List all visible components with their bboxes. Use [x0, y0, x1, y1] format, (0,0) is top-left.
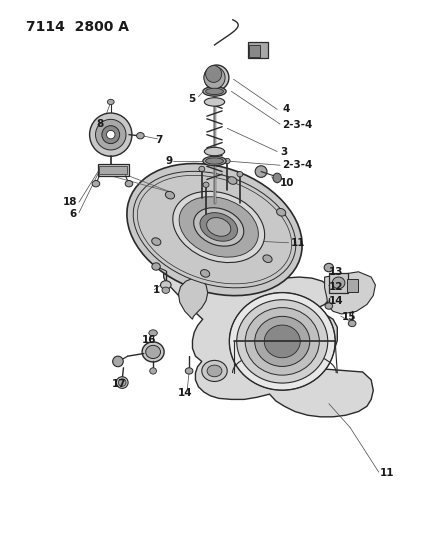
Text: 8: 8 [97, 119, 104, 129]
Ellipse shape [204, 98, 225, 106]
Ellipse shape [102, 126, 120, 143]
Ellipse shape [324, 263, 333, 272]
Text: 6: 6 [69, 209, 77, 219]
Ellipse shape [264, 325, 300, 358]
Ellipse shape [203, 156, 226, 166]
Ellipse shape [332, 277, 345, 289]
Ellipse shape [142, 342, 164, 362]
Text: 16: 16 [142, 335, 156, 345]
Polygon shape [178, 278, 208, 319]
Ellipse shape [277, 208, 286, 216]
Ellipse shape [165, 191, 175, 199]
Ellipse shape [96, 119, 126, 150]
Text: 9: 9 [165, 156, 172, 166]
Ellipse shape [207, 365, 222, 377]
Ellipse shape [173, 191, 265, 263]
Ellipse shape [200, 213, 238, 241]
Text: 14: 14 [178, 388, 192, 398]
Bar [98, 164, 129, 176]
Ellipse shape [203, 182, 209, 188]
Polygon shape [164, 273, 373, 417]
Ellipse shape [204, 65, 229, 90]
Bar [329, 273, 348, 293]
Ellipse shape [185, 368, 193, 374]
Ellipse shape [152, 263, 160, 270]
Ellipse shape [205, 158, 224, 164]
Ellipse shape [160, 281, 171, 289]
Text: 14: 14 [329, 296, 344, 306]
Ellipse shape [202, 360, 227, 382]
Ellipse shape [245, 308, 319, 375]
Text: 15: 15 [341, 312, 356, 321]
Text: 13: 13 [329, 267, 343, 277]
Text: 12: 12 [329, 281, 343, 292]
Text: 5: 5 [188, 94, 196, 104]
Text: 7114  2800 A: 7114 2800 A [26, 20, 129, 34]
Ellipse shape [113, 356, 123, 367]
Ellipse shape [204, 67, 225, 89]
Ellipse shape [90, 113, 132, 156]
Ellipse shape [348, 320, 356, 327]
Bar [347, 279, 359, 292]
Text: 11: 11 [380, 469, 394, 478]
Ellipse shape [92, 181, 100, 187]
Text: 11: 11 [291, 238, 305, 248]
Text: 3: 3 [280, 147, 287, 157]
Ellipse shape [106, 131, 115, 139]
Ellipse shape [203, 87, 226, 96]
Ellipse shape [207, 217, 231, 236]
Bar [100, 166, 127, 174]
Ellipse shape [205, 66, 222, 83]
Ellipse shape [199, 166, 205, 172]
Ellipse shape [133, 171, 296, 288]
Ellipse shape [325, 303, 332, 309]
Text: 1: 1 [153, 285, 160, 295]
Ellipse shape [228, 177, 237, 184]
Ellipse shape [116, 377, 128, 389]
Bar [249, 45, 260, 56]
Text: 17: 17 [112, 378, 127, 389]
Polygon shape [325, 272, 375, 314]
Ellipse shape [127, 164, 302, 296]
Ellipse shape [150, 368, 157, 374]
Text: 18: 18 [62, 197, 77, 207]
Ellipse shape [149, 330, 157, 336]
Ellipse shape [162, 287, 169, 293]
Bar [248, 42, 268, 58]
Ellipse shape [224, 158, 230, 164]
Ellipse shape [118, 379, 126, 386]
Ellipse shape [107, 99, 114, 104]
Ellipse shape [136, 133, 144, 139]
Ellipse shape [125, 181, 133, 187]
Text: 7: 7 [155, 135, 163, 145]
Ellipse shape [255, 166, 267, 177]
Ellipse shape [152, 238, 161, 245]
Ellipse shape [237, 300, 328, 383]
Ellipse shape [273, 173, 281, 183]
Text: 2-3-4: 2-3-4 [282, 120, 313, 130]
Ellipse shape [205, 88, 224, 94]
Text: 2-3-4: 2-3-4 [282, 160, 313, 170]
Ellipse shape [193, 208, 244, 246]
Ellipse shape [204, 147, 225, 156]
Ellipse shape [230, 293, 335, 390]
Ellipse shape [263, 255, 272, 263]
Ellipse shape [200, 270, 210, 277]
Text: 4: 4 [282, 104, 290, 114]
Ellipse shape [255, 317, 310, 367]
Text: 10: 10 [280, 178, 295, 188]
Ellipse shape [237, 172, 243, 177]
Ellipse shape [146, 345, 160, 359]
Ellipse shape [179, 197, 258, 257]
